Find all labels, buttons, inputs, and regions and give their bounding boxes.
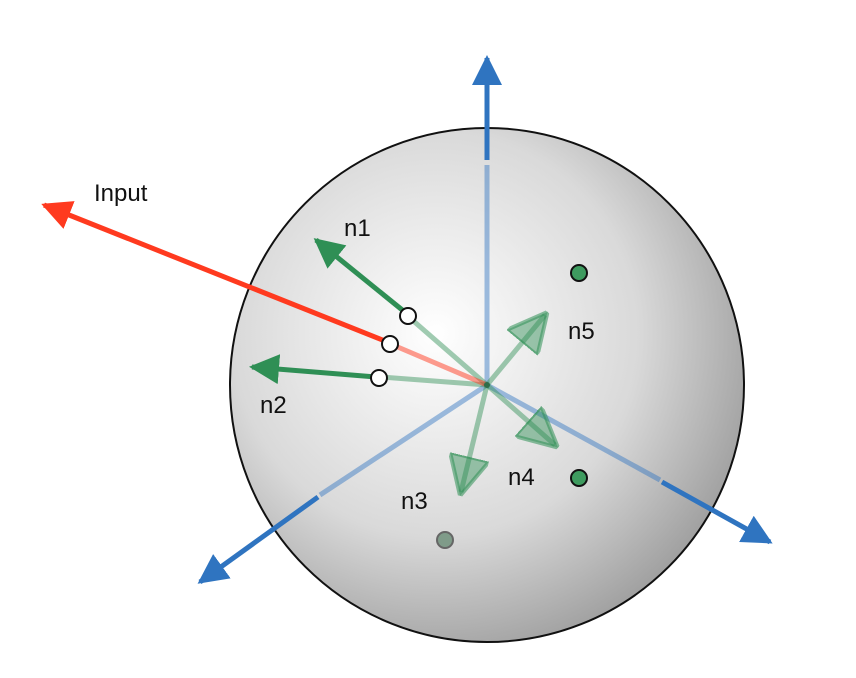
n3-label: n3	[401, 488, 428, 515]
input-vector-inner	[392, 342, 488, 388]
n5-label: n5	[568, 318, 595, 345]
n2-arrow	[249, 354, 377, 385]
input-label: Input	[94, 180, 148, 207]
n2-label: n2	[260, 392, 287, 419]
vector-n1-inner	[408, 316, 489, 387]
input-vector-arrow	[41, 201, 386, 344]
vector-n3	[461, 384, 490, 492]
vector-n4	[485, 383, 555, 445]
n1-surface-point	[399, 307, 417, 325]
n3-point	[436, 531, 454, 549]
n2-surface-point	[370, 369, 388, 387]
center-point	[484, 382, 490, 388]
n1-arrow	[313, 238, 408, 315]
y-axis-arrow	[660, 479, 773, 545]
n5-point	[570, 264, 588, 282]
vector-n2-inner	[380, 374, 488, 388]
n4-point	[570, 469, 588, 487]
x-axis-inner-line	[318, 382, 489, 498]
n1-label: n1	[344, 215, 371, 242]
y-axis-inner-line	[485, 382, 662, 483]
vector-n5	[485, 315, 545, 387]
x-axis-arrow	[197, 494, 320, 585]
input-surface-point	[381, 335, 399, 353]
n4-label: n4	[508, 464, 535, 491]
